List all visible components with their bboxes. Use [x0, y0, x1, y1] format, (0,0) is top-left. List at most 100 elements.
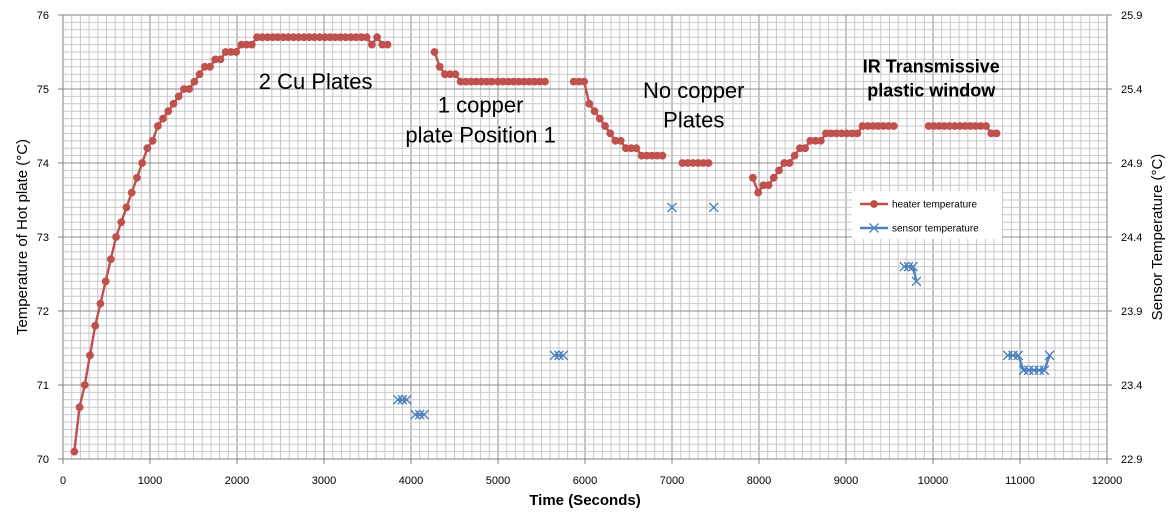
heater-temperature-point: [616, 136, 625, 145]
x-tick-label: 1000: [138, 475, 162, 487]
sensor-temperature-point: [410, 409, 421, 420]
legend: heater temperature sensor temperature: [852, 191, 1002, 239]
heater-temperature-point: [749, 173, 757, 182]
heater-temperature-point: [704, 159, 713, 167]
x-axis-title: Time (Seconds): [529, 492, 640, 509]
sensor-temperature-point: [708, 202, 719, 213]
chart-annotation: No copper: [643, 78, 745, 103]
y-left-tick-label: 72: [37, 306, 49, 318]
x-tick-label: 4000: [399, 475, 423, 487]
heater-temperature-point: [373, 33, 381, 42]
x-tick-label: 8000: [747, 475, 771, 487]
heater-temperature-point: [769, 173, 778, 182]
x-tick-label: 6000: [573, 475, 597, 487]
heater-temperature-point: [185, 85, 194, 93]
heater-temperature-point: [870, 200, 878, 208]
heater-temperature-point: [206, 62, 214, 71]
heater-temperature-point: [601, 122, 609, 130]
heater-temperature-point: [889, 122, 898, 130]
legend-label: sensor temperature: [892, 224, 979, 235]
y-left-tick-label: 74: [37, 158, 49, 170]
chart-annotation: plate Position 1: [405, 122, 555, 147]
sensor-temperature-point: [899, 261, 910, 272]
heater-temperature-point: [367, 40, 376, 49]
y-axis-left-title: Temperature of Hot plate (°C): [14, 139, 31, 335]
sensor-temperature-point: [1044, 350, 1055, 361]
heater-temperature-point: [451, 70, 460, 79]
y-right-tick-label: 24.9: [1121, 158, 1142, 170]
sensor-temperature-point: [869, 223, 879, 233]
y-left-tick-label: 73: [37, 232, 49, 244]
chart-annotation: 2 Cu Plates: [259, 69, 373, 94]
y-axis-right-ticks: 22.9 23.4 23.9 24.4 24.9 25.4 25.9: [1107, 10, 1142, 466]
heater-temperature-point: [122, 203, 131, 212]
sensor-temperature-point: [911, 276, 922, 287]
y-right-tick-label: 25.9: [1121, 10, 1142, 22]
x-tick-label: 5000: [486, 475, 510, 487]
heater-temperature-point: [790, 151, 799, 160]
y-right-tick-label: 23.4: [1121, 380, 1142, 392]
x-tick-label: 7000: [660, 475, 684, 487]
sensor-temperature-point: [549, 350, 560, 361]
sensor-temperature-point: [903, 261, 914, 272]
heater-temperature-point: [435, 62, 444, 71]
heater-temperature-point: [138, 159, 147, 167]
heater-temperature-point: [232, 48, 241, 56]
heater-temperature-point: [383, 40, 392, 49]
heater-temperature-point: [580, 77, 589, 86]
x-tick-label: 9000: [834, 475, 858, 487]
heater-temperature-point: [159, 114, 167, 123]
y-left-tick-label: 70: [37, 454, 49, 466]
heater-temperature-point: [143, 144, 152, 153]
x-tick-label: 11000: [1005, 475, 1035, 487]
heater-temperature-point: [590, 107, 599, 116]
heater-temperature-point: [606, 129, 615, 138]
heater-temperature-point: [195, 70, 204, 79]
heater-temperature-point: [362, 33, 371, 42]
heater-temperature-point: [816, 136, 825, 145]
x-tick-label: 10000: [918, 475, 949, 487]
legend-label: heater temperature: [892, 200, 977, 211]
sensor-temperature-line: [904, 265, 918, 282]
sensor-temperature-point: [667, 202, 677, 213]
chart-annotation: Plates: [663, 107, 724, 132]
series-layer: [70, 33, 1055, 456]
heater-temperature-point: [785, 159, 794, 167]
chart-annotation: IR Transmissive: [863, 57, 1000, 77]
sensor-temperature-point: [414, 409, 425, 420]
sensor-temperature-point: [397, 394, 408, 405]
heater-temperature-point: [153, 122, 162, 130]
sensor-temperature-point: [392, 394, 403, 405]
sensor-temperature-point: [558, 350, 569, 361]
y-axis-left-ticks: 70 71 72 73 74 75 76: [37, 10, 63, 466]
heater-temperature-point: [112, 233, 120, 241]
heater-temperature-point: [127, 188, 136, 197]
x-tick-label: 3000: [312, 475, 336, 487]
heater-temperature-point: [595, 114, 604, 123]
heater-temperature-point: [853, 129, 862, 138]
heater-temperature-point: [80, 381, 89, 389]
heater-temperature-point: [982, 122, 990, 130]
heater-temperature-point: [632, 144, 641, 153]
heater-temperature-point: [133, 173, 141, 182]
heater-temperature-point: [775, 166, 783, 175]
heater-temperature-point: [992, 129, 1001, 138]
heater-temperature-point: [101, 277, 110, 286]
heater-temperature-point: [190, 77, 199, 86]
legend-entry: heater temperature: [860, 200, 977, 211]
chart-annotation: plastic window: [867, 80, 996, 100]
heater-temperature-point: [96, 299, 105, 308]
y-right-tick-label: 25.4: [1121, 84, 1142, 96]
heater-temperature-point: [430, 48, 439, 56]
heater-temperature-point: [247, 40, 256, 49]
heater-temperature-point: [91, 321, 100, 330]
y-right-tick-label: 24.4: [1121, 232, 1142, 244]
sensor-temperature-point: [401, 394, 412, 405]
y-right-tick-label: 23.9: [1121, 306, 1142, 318]
sensor-temperature-point: [907, 261, 918, 272]
legend-entry: sensor temperature: [860, 223, 979, 235]
heater-temperature-point: [174, 92, 183, 101]
heater-temperature-point: [216, 55, 225, 64]
heater-temperature-point: [658, 151, 667, 160]
y-left-tick-label: 75: [37, 84, 49, 96]
